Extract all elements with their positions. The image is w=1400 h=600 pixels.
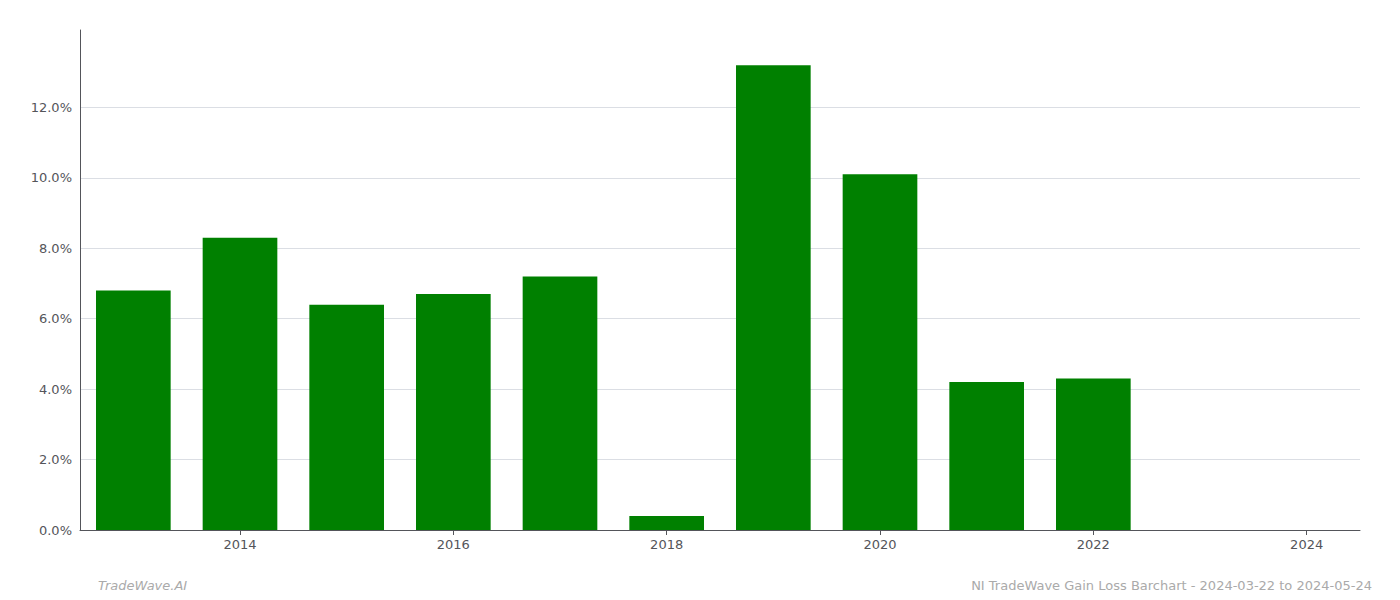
svg-text:2022: 2022 bbox=[1077, 537, 1110, 552]
svg-text:10.0%: 10.0% bbox=[31, 170, 72, 185]
svg-text:12.0%: 12.0% bbox=[31, 100, 72, 115]
svg-text:2024: 2024 bbox=[1290, 537, 1323, 552]
svg-text:4.0%: 4.0% bbox=[39, 382, 72, 397]
svg-text:2016: 2016 bbox=[437, 537, 470, 552]
svg-text:2.0%: 2.0% bbox=[39, 452, 72, 467]
svg-text:2018: 2018 bbox=[650, 537, 683, 552]
svg-text:6.0%: 6.0% bbox=[39, 311, 72, 326]
svg-text:NI TradeWave Gain Loss Barchar: NI TradeWave Gain Loss Barchart - 2024-0… bbox=[971, 578, 1372, 593]
svg-text:2014: 2014 bbox=[223, 537, 256, 552]
svg-text:2020: 2020 bbox=[863, 537, 896, 552]
svg-text:0.0%: 0.0% bbox=[39, 523, 72, 538]
svg-text:8.0%: 8.0% bbox=[39, 241, 72, 256]
svg-text:TradeWave.AI: TradeWave.AI bbox=[98, 578, 187, 593]
